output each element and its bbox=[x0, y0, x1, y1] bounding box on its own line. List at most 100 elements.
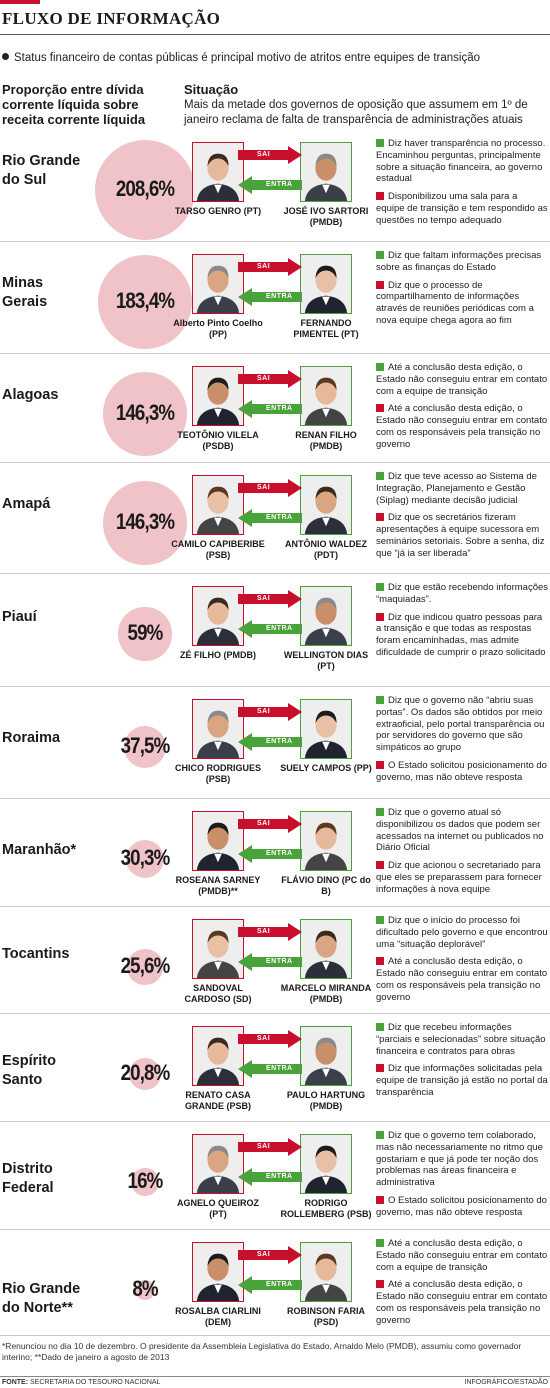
outgoing-governor-name: SANDOVAL CARDOSO (SD) bbox=[184, 983, 252, 1004]
outgoing-arrow-icon: SAI bbox=[238, 923, 302, 941]
ratio-circle bbox=[123, 725, 167, 769]
incoming-arrow-icon: ENTRA bbox=[238, 845, 302, 863]
state-row: Piauí 59% SAI ENTRA ZÉ FILHO (PMDB) WELLINGTO… bbox=[0, 574, 550, 687]
state-name: Distrito Federal bbox=[2, 1161, 54, 1196]
row-divider bbox=[0, 573, 550, 574]
state-row: Maranhão* 30,3% SAI ENTRA ROSEANA SARNEY (PM… bbox=[0, 799, 550, 907]
situation-description: Mais da metade dos governos de oposição … bbox=[184, 99, 528, 126]
state-name: Minas Gerais bbox=[2, 275, 48, 310]
state-row: Alagoas 146,3% SAI ENTRA TEOTÔNIO VILELA (PS… bbox=[0, 354, 550, 463]
incoming-governor-name: FERNANDO PIMENTEL (PT) bbox=[293, 318, 359, 339]
outgoing-governor-photo bbox=[192, 811, 244, 871]
ratio-circle bbox=[95, 140, 195, 240]
outgoing-arrow-icon: SAI bbox=[238, 258, 302, 276]
incoming-arrow-icon: ENTRA bbox=[238, 1168, 302, 1186]
incoming-governor-name: PAULO HARTUNG (PMDB) bbox=[286, 1090, 366, 1111]
state-name: Rio Grande do Norte** bbox=[2, 1281, 81, 1316]
note-text: Diz que estão recebendo informações “maq… bbox=[376, 582, 549, 605]
note-text: Diz que o governo atual só disponibilizo… bbox=[376, 807, 544, 854]
incoming-arrow-icon: ENTRA bbox=[238, 1276, 302, 1294]
ratio-circle bbox=[118, 607, 172, 661]
outgoing-arrow-icon: SAI bbox=[238, 370, 302, 388]
note-text: Diz que indicou quatro pessoas para a tr… bbox=[376, 611, 546, 658]
incoming-team-note: Diz que o governo não “abriu suas portas… bbox=[376, 695, 548, 754]
outgoing-arrow-label: SAI bbox=[257, 263, 271, 270]
note-text: Diz que acionou o secretariado para que … bbox=[376, 860, 542, 895]
outgoing-governor-name: CAMILO CAPIBERIBE (PSB) bbox=[171, 539, 265, 560]
page-subtitle: Status financeiro de contas públicas é p… bbox=[2, 52, 480, 64]
note-text: Disponibilizou uma sala para a equipe de… bbox=[376, 191, 548, 226]
ratio-circle bbox=[131, 1168, 159, 1196]
state-row: Espírito Santo 20,8% SAI ENTRA RENATO CASA G… bbox=[0, 1014, 550, 1122]
footer-divider bbox=[0, 1376, 550, 1377]
state-name: Alagoas bbox=[2, 387, 59, 403]
state-row: Distrito Federal 16% SAI ENTRA AGNELO QUEIRO… bbox=[0, 1122, 550, 1230]
green-square-icon bbox=[376, 1239, 384, 1247]
incoming-arrow-icon: ENTRA bbox=[238, 400, 302, 418]
ratio-value: 146,3% bbox=[115, 400, 175, 425]
row-divider bbox=[0, 353, 550, 354]
outgoing-governor-name: Alberto Pinto Coelho (PP) bbox=[173, 318, 263, 339]
red-square-icon bbox=[376, 760, 384, 769]
incoming-governor-photo bbox=[300, 699, 352, 759]
incoming-arrow-icon: ENTRA bbox=[238, 620, 302, 638]
incoming-arrow-label: ENTRA bbox=[266, 1173, 293, 1180]
ratio-circle bbox=[103, 481, 187, 565]
row-divider bbox=[0, 241, 550, 242]
state-row: Rio Grande do Norte** 8% SAI ENTRA ROSALBA C… bbox=[0, 1230, 550, 1336]
situation-notes: Diz haver transparência no processo. Enc… bbox=[376, 138, 548, 233]
outgoing-governor-name: ROSALBA CIARLINI (DEM) bbox=[175, 1306, 261, 1327]
incoming-team-note: Diz que o governo tem colaborado, mas nã… bbox=[376, 1130, 548, 1189]
incoming-arrow-label: ENTRA bbox=[266, 293, 293, 300]
incoming-governor-name: WELLINGTON DIAS (PT) bbox=[283, 650, 369, 671]
state-row: Amapá 146,3% SAI ENTRA CAMILO CAPIBERIBE (PS… bbox=[0, 463, 550, 574]
incoming-governor-photo bbox=[300, 254, 352, 314]
incoming-team-note: Diz haver transparência no processo. Enc… bbox=[376, 138, 548, 185]
situation-notes: Diz que teve acesso ao Sistema de Integr… bbox=[376, 471, 548, 566]
note-text: Diz que recebeu informações “parciais e … bbox=[376, 1022, 546, 1057]
state-row: Tocantins 25,6% SAI ENTRA SANDOVAL CARDOSO (… bbox=[0, 907, 550, 1014]
row-divider bbox=[0, 1013, 550, 1014]
ratio-value: 146,3% bbox=[115, 509, 175, 534]
incoming-governor-name: ROBINSON FARIA (PSD) bbox=[286, 1306, 365, 1327]
red-square-icon bbox=[376, 612, 384, 621]
green-square-icon bbox=[376, 139, 384, 147]
outgoing-governor-name: CHICO RODRIGUES (PSB) bbox=[174, 763, 261, 784]
red-square-icon bbox=[376, 404, 384, 413]
note-text: Até a conclusão desta edição, o Estado n… bbox=[376, 956, 548, 1003]
green-square-icon bbox=[376, 808, 384, 816]
note-text: Diz que os secretários fizeram apresenta… bbox=[376, 512, 545, 559]
incoming-arrow-icon: ENTRA bbox=[238, 1060, 302, 1078]
row-divider bbox=[0, 462, 550, 463]
state-name: Maranhão* bbox=[2, 842, 77, 858]
note-text: Diz que faltam informações precisas sobr… bbox=[376, 250, 542, 273]
outgoing-governor-photo bbox=[192, 699, 244, 759]
outgoing-arrow-icon: SAI bbox=[238, 703, 302, 721]
outgoing-arrow-icon: SAI bbox=[238, 146, 302, 164]
outgoing-governor-name: TARSO GENRO (PT) bbox=[174, 206, 262, 216]
red-square-icon bbox=[376, 1280, 384, 1289]
page-title: FLUXO DE INFORMAÇÃO bbox=[2, 9, 221, 28]
ratio-value: 37,5% bbox=[120, 733, 171, 758]
outgoing-government-note: Disponibilizou uma sala para a equipe de… bbox=[376, 191, 548, 226]
row-divider bbox=[0, 906, 550, 907]
bullet-icon bbox=[2, 53, 9, 60]
green-square-icon bbox=[376, 472, 384, 480]
state-row: Minas Gerais 183,4% SAI ENTRA Alberto Pinto … bbox=[0, 242, 550, 354]
source-text: SECRETARIA DO TESOURO NACIONAL bbox=[30, 1379, 161, 1386]
outgoing-arrow-label: SAI bbox=[257, 1035, 271, 1042]
ratio-circle bbox=[98, 255, 192, 349]
situation-notes: Diz que o governo não “abriu suas portas… bbox=[376, 695, 548, 790]
incoming-governor-photo bbox=[300, 1026, 352, 1086]
outgoing-government-note: Diz que acionou o secretariado para que … bbox=[376, 860, 548, 895]
row-divider bbox=[0, 1121, 550, 1122]
ratio-value: 20,8% bbox=[120, 1060, 171, 1085]
state-row: Rio Grande do Sul 208,6% SAI ENTRA TARSO GEN… bbox=[0, 130, 550, 242]
note-text: Diz que o início do processo foi dificul… bbox=[376, 915, 548, 950]
incoming-governor-photo bbox=[300, 1242, 352, 1302]
incoming-team-note: Diz que faltam informações precisas sobr… bbox=[376, 250, 548, 274]
row-divider bbox=[0, 1229, 550, 1230]
incoming-arrow-label: ENTRA bbox=[266, 625, 293, 632]
outgoing-arrow-label: SAI bbox=[257, 595, 271, 602]
outgoing-arrow-icon: SAI bbox=[238, 1246, 302, 1264]
